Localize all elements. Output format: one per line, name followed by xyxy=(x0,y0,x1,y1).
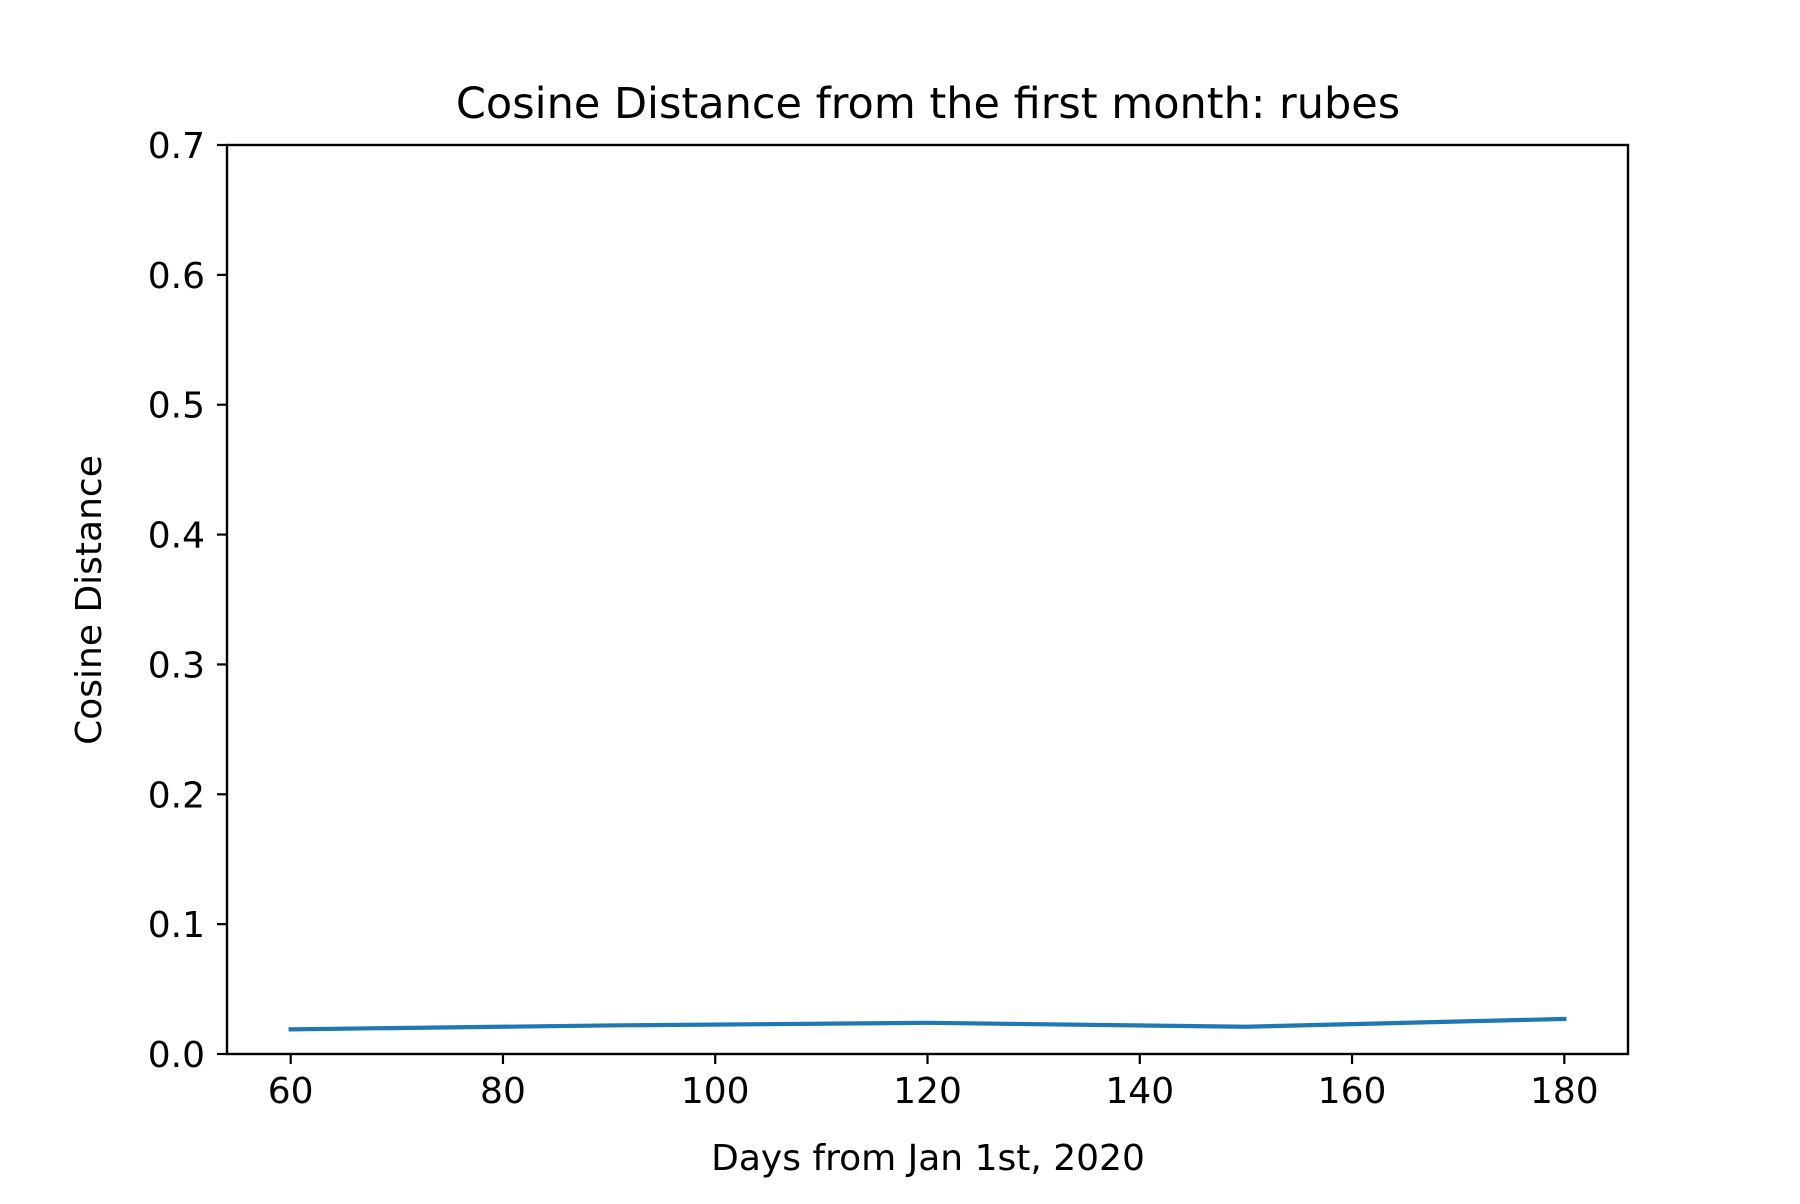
y-tick-label: 0.3 xyxy=(148,645,205,686)
x-tick-label: 120 xyxy=(893,1071,962,1112)
plot-area: 60 80 100 120 140 160 180 0.0 0.1 0.2 0.3 0.4 0.5 0.6… xyxy=(148,126,1630,1112)
y-tick-label: 0.2 xyxy=(148,775,205,816)
x-tick-label: 100 xyxy=(681,1071,750,1112)
x-tick-label: 80 xyxy=(480,1071,526,1112)
x-tick-label: 60 xyxy=(268,1071,314,1112)
x-tick-label: 180 xyxy=(1530,1071,1599,1112)
y-tick-label: 0.7 xyxy=(148,126,205,167)
chart-title: Cosine Distance from the first month: ru… xyxy=(456,79,1400,129)
x-tick-label: 160 xyxy=(1318,1071,1387,1112)
y-tick-label: 0.1 xyxy=(148,905,205,946)
x-axis-label: Days from Jan 1st, 2020 xyxy=(711,1138,1145,1179)
series-line-0 xyxy=(288,1016,1567,1032)
y-tick-label: 0.5 xyxy=(148,386,205,427)
y-axis-label: Cosine Distance xyxy=(69,455,110,745)
y-tick-label: 0.6 xyxy=(148,256,205,297)
y-tick-label: 0.0 xyxy=(148,1035,205,1076)
x-tick-label: 140 xyxy=(1105,1071,1174,1112)
y-tick-label: 0.4 xyxy=(148,516,205,557)
